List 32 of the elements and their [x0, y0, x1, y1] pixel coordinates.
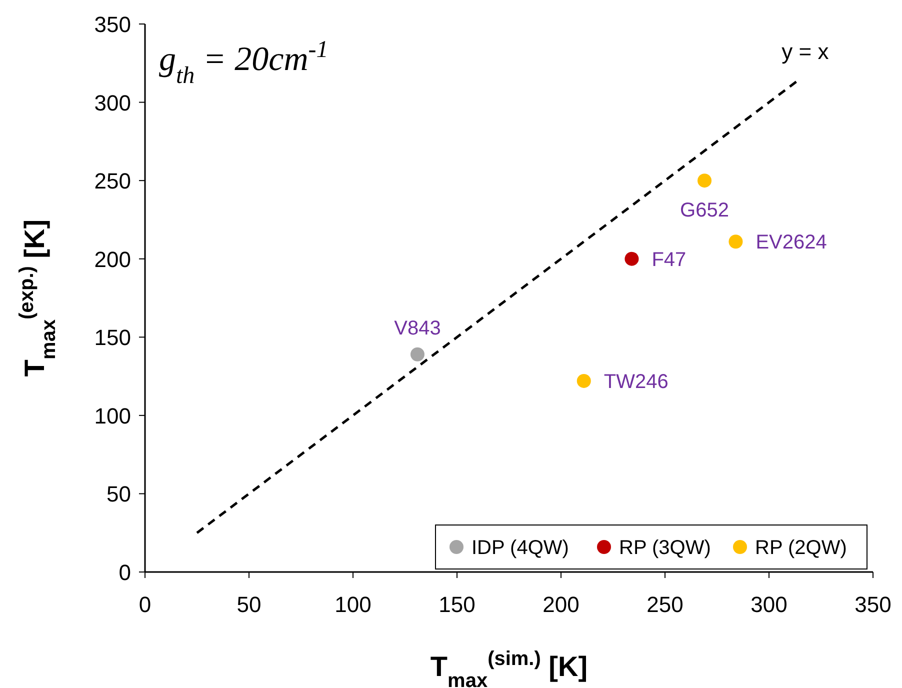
x-axis-title: T$_{max}$$^{(sim.)}$ [K]: [430, 648, 588, 688]
annotation: F47: [652, 248, 686, 271]
x-tick-label: 350: [854, 592, 892, 617]
legend-label: RP (3QW): [619, 537, 711, 559]
annotation: g$_{th}$ = 20cm$^{-1}$: [159, 37, 328, 89]
y-tick-label: 350: [94, 12, 131, 37]
point: [410, 347, 424, 362]
annotation: EV2624: [756, 232, 827, 254]
legend-label: IDP (4QW): [472, 537, 569, 559]
x-tick-label: 50: [236, 592, 262, 617]
x-tick-label: 150: [438, 592, 476, 617]
point: [698, 174, 712, 188]
y-tick-label: 100: [94, 403, 131, 428]
y-tick-label: 250: [94, 168, 131, 194]
point: [728, 234, 743, 249]
x-tick-label: 250: [646, 592, 684, 617]
x-tick-label: 200: [542, 592, 580, 617]
series-label: y = x: [782, 38, 829, 64]
x-tick-label: 300: [750, 592, 788, 617]
y-tick-label: 50: [106, 482, 131, 507]
annotation: TW246: [604, 370, 668, 393]
point: [624, 252, 639, 266]
annotation: G652: [680, 200, 729, 222]
y-tick-label: 150: [94, 325, 131, 350]
legend-label: RP (2QW): [755, 537, 847, 559]
annotation: V843: [394, 317, 441, 340]
y-tick-label: 0: [118, 560, 131, 585]
x-tick-label: 100: [334, 592, 372, 617]
y-tick-label: 300: [94, 90, 131, 116]
x-tick-label: 0: [138, 592, 152, 617]
y-tick-label: 200: [94, 246, 131, 272]
point: [576, 374, 591, 388]
